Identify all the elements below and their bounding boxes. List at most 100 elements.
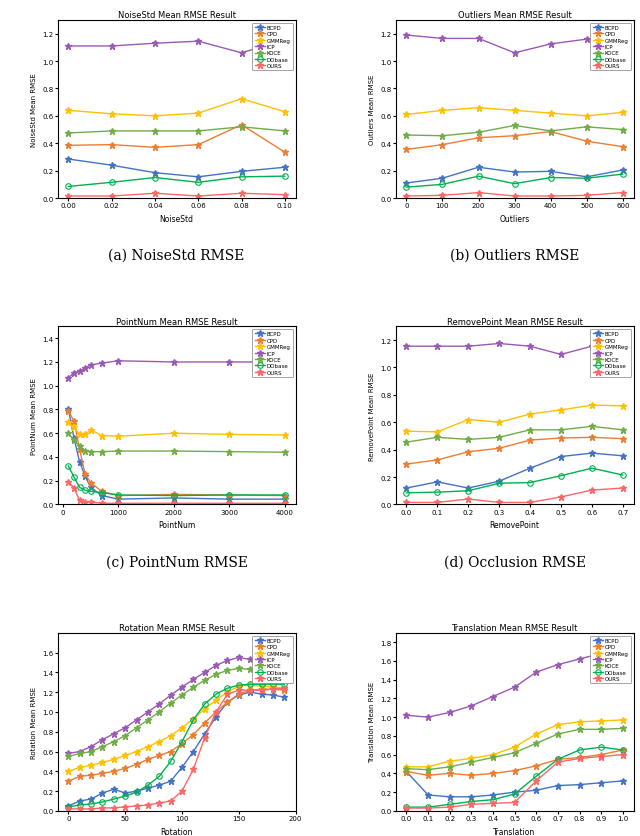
KOCE	[122, 731, 129, 741]
ICP	[167, 691, 175, 701]
CPD	[98, 487, 106, 497]
DObase	[65, 182, 72, 192]
ICP	[70, 368, 78, 378]
KOCE	[223, 665, 231, 675]
GMMReg	[446, 757, 454, 767]
GMMReg	[87, 426, 95, 436]
Y-axis label: Translation Mean RMSE: Translation Mean RMSE	[369, 681, 374, 762]
KOCE	[526, 426, 534, 436]
KOCE	[212, 670, 220, 680]
KOCE	[151, 127, 159, 137]
OURS	[223, 689, 231, 699]
GMMReg	[108, 110, 116, 120]
DObase	[110, 794, 118, 804]
DObase	[619, 471, 627, 481]
DObase	[246, 680, 254, 690]
KOCE	[532, 738, 540, 748]
Y-axis label: RemovePoint Mean RMSE: RemovePoint Mean RMSE	[369, 372, 374, 460]
GMMReg	[225, 430, 233, 440]
DObase	[225, 491, 233, 501]
BCPD	[281, 163, 289, 173]
OURS	[189, 764, 197, 774]
Line: GMMReg: GMMReg	[65, 96, 288, 120]
OURS	[547, 191, 554, 201]
KOCE	[281, 447, 289, 457]
CPD	[156, 751, 163, 761]
KOCE	[446, 762, 454, 772]
BCPD	[467, 792, 475, 802]
GMMReg	[237, 94, 245, 104]
DObase	[619, 170, 627, 180]
ICP	[258, 656, 266, 666]
DObase	[269, 680, 276, 690]
GMMReg	[495, 418, 503, 428]
ICP	[87, 360, 95, 370]
OURS	[269, 685, 276, 695]
CPD	[281, 148, 289, 158]
CPD	[167, 747, 175, 757]
BCPD	[619, 451, 627, 461]
BCPD	[424, 790, 432, 800]
CPD	[433, 456, 441, 466]
CPD	[201, 718, 209, 728]
ICP	[619, 645, 627, 655]
DObase	[588, 464, 596, 474]
BCPD	[554, 781, 562, 791]
CPD	[110, 767, 118, 777]
Y-axis label: Rotation Mean RMSE: Rotation Mean RMSE	[31, 686, 36, 758]
Title: RemovePoint Mean RMSE Result: RemovePoint Mean RMSE Result	[447, 317, 582, 326]
BCPD	[156, 780, 163, 790]
ICP	[235, 653, 243, 663]
BCPD	[619, 166, 627, 176]
Line: GMMReg: GMMReg	[65, 682, 288, 775]
ICP	[212, 660, 220, 670]
CPD	[495, 444, 503, 454]
CPD	[235, 689, 243, 699]
KOCE	[438, 131, 446, 141]
BCPD	[258, 689, 266, 699]
CPD	[76, 444, 83, 454]
GMMReg	[575, 717, 583, 727]
KOCE	[65, 429, 72, 439]
DObase	[132, 788, 140, 798]
OURS	[115, 498, 122, 508]
X-axis label: NoiseStd: NoiseStd	[159, 215, 194, 223]
Title: NoiseStd Mean RMSE Result: NoiseStd Mean RMSE Result	[118, 11, 236, 20]
KOCE	[115, 446, 122, 456]
BCPD	[65, 155, 72, 165]
OURS	[511, 191, 518, 201]
GMMReg	[424, 762, 432, 772]
KOCE	[81, 446, 89, 456]
ICP	[511, 48, 518, 59]
CPD	[170, 490, 178, 500]
OURS	[70, 483, 78, 493]
ICP	[237, 48, 245, 59]
CPD	[212, 707, 220, 717]
KOCE	[619, 125, 627, 135]
KOCE	[225, 447, 233, 457]
OURS	[65, 191, 72, 201]
CPD	[81, 470, 89, 480]
BCPD	[438, 174, 446, 184]
OURS	[76, 804, 84, 814]
GMMReg	[65, 417, 72, 427]
GMMReg	[110, 755, 118, 765]
OURS	[225, 498, 233, 508]
Line: CPD: CPD	[403, 747, 627, 779]
CPD	[597, 750, 605, 760]
ICP	[195, 37, 202, 47]
Line: KOCE: KOCE	[403, 123, 627, 140]
KOCE	[178, 691, 186, 701]
ICP	[122, 723, 129, 733]
BCPD	[189, 747, 197, 757]
Text: (a) NoiseStd RMSE: (a) NoiseStd RMSE	[108, 248, 244, 263]
Line: OURS: OURS	[403, 190, 627, 201]
Line: KOCE: KOCE	[65, 665, 288, 760]
KOCE	[235, 664, 243, 674]
OURS	[178, 786, 186, 796]
OURS	[81, 497, 89, 507]
DObase	[511, 180, 518, 190]
KOCE	[269, 666, 276, 676]
GMMReg	[144, 742, 152, 752]
ICP	[554, 660, 562, 670]
